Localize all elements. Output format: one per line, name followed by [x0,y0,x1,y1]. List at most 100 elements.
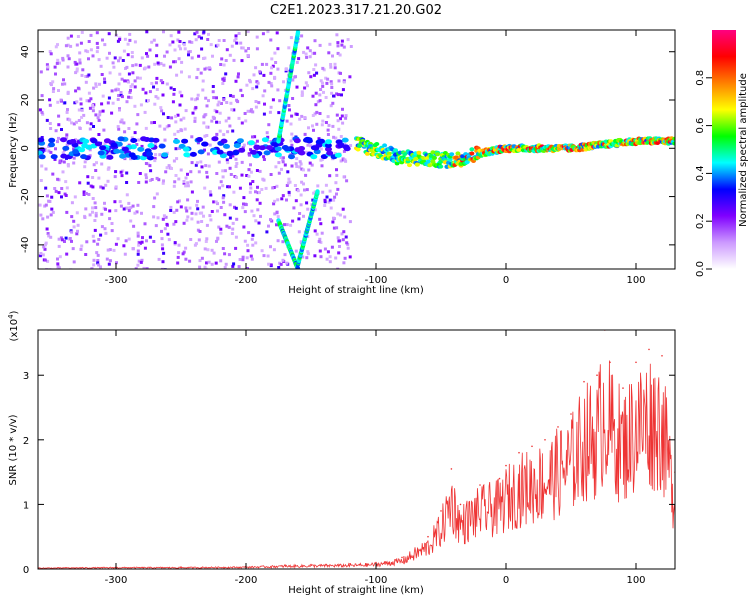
noise-speck [293,184,297,187]
noise-speck [114,209,118,213]
zero-band-speck [140,136,148,142]
noise-speck [248,78,252,82]
noise-speck [253,135,257,139]
noise-speck [294,75,297,79]
noise-speck [84,192,88,195]
noise-speck [48,122,52,125]
zero-band-speck [325,146,332,152]
noise-speck [205,134,209,137]
noise-speck [84,49,88,53]
noise-speck [269,82,273,85]
noise-speck [337,93,340,97]
noise-speck [57,89,60,92]
noise-speck [267,123,271,127]
noise-speck [266,30,270,34]
noise-speck [250,237,254,241]
noise-speck [271,98,275,102]
noise-speck [225,48,229,52]
noise-speck [139,260,143,264]
noise-speck [210,248,214,252]
noise-speck [51,80,55,84]
noise-speck [234,235,238,239]
noise-speck [70,230,74,234]
noise-speck [164,215,168,219]
noise-speck [131,247,135,251]
noise-speck [236,75,240,79]
noise-speck [118,72,122,76]
noise-speck [336,51,340,55]
y-tick-label: 0 [23,565,29,576]
noise-speck [221,184,225,188]
noise-speck [254,219,258,223]
noise-speck [228,124,232,128]
noise-speck [238,258,242,261]
noise-speck [240,121,244,125]
noise-speck [180,70,183,74]
noise-speck [73,195,77,199]
noise-speck [231,227,235,231]
noise-speck [75,62,79,66]
noise-speck [333,152,337,156]
spectrogram-marks [38,30,675,269]
noise-speck [40,94,44,98]
noise-speck [332,135,336,139]
noise-speck [228,166,232,170]
noise-speck [111,61,115,65]
noise-speck [155,192,159,196]
noise-speck [65,156,68,160]
noise-speck [66,117,70,121]
noise-speck [87,99,91,103]
noise-speck [178,103,182,107]
noise-speck [197,238,201,242]
noise-speck [247,153,251,157]
x-tick-label: -100 [365,575,388,586]
noise-speck [131,64,135,68]
noise-speck [110,111,114,115]
noise-speck [221,169,225,173]
noise-speck [269,173,273,176]
zero-band-speck [80,154,88,160]
noise-speck [308,55,312,59]
noise-speck [249,109,253,113]
noise-speck [295,165,299,168]
noise-speck [125,171,129,175]
noise-speck [97,58,101,62]
noise-speck [139,103,143,107]
noise-speck [187,50,191,54]
noise-speck [41,253,45,257]
noise-speck [79,247,83,251]
noise-speck [309,144,313,148]
zero-band-speck [220,138,228,144]
zero-band-speck [196,137,203,142]
y-tick-label: -20 [20,188,31,204]
noise-speck [221,175,225,179]
band-speck [393,148,398,153]
noise-speck [54,129,58,133]
noise-speck [78,61,82,65]
noise-speck [65,186,69,190]
noise-speck [224,59,228,62]
noise-speck [62,160,66,164]
noise-speck [86,50,90,54]
zero-band-speck [226,151,234,157]
noise-speck [80,115,84,119]
noise-speck [211,90,215,94]
noise-speck [147,99,150,102]
noise-speck [336,236,340,240]
noise-speck [234,175,238,179]
noise-speck [279,156,283,159]
y-tick-label: 20 [20,94,31,107]
noise-speck [289,139,293,143]
noise-speck [249,148,253,152]
noise-speck [215,120,219,124]
noise-speck [63,101,67,105]
noise-speck [118,200,122,204]
noise-speck [186,198,190,202]
noise-speck [313,254,317,258]
zero-band-speck [99,145,107,151]
noise-speck [249,186,253,190]
noise-speck [287,104,291,107]
noise-speck [295,85,299,89]
zero-band-speck [320,154,328,160]
noise-speck [100,212,104,216]
